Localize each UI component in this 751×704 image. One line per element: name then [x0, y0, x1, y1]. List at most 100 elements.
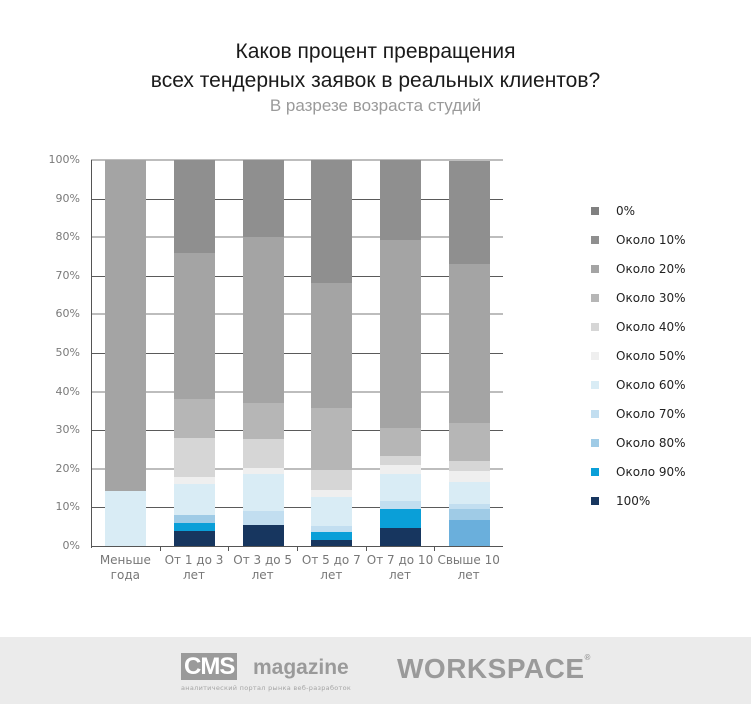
gridline	[91, 430, 503, 432]
gridline	[91, 275, 503, 277]
x-tick-mark	[434, 546, 436, 551]
footer-bar	[0, 637, 751, 704]
x-tick-label-line: Меньше	[99, 553, 151, 567]
chart-subtitle: В разрезе возраста студий	[269, 96, 482, 115]
bar-segment	[380, 508, 421, 528]
bar-segment	[242, 160, 284, 238]
legend-item: Около 70%	[591, 399, 686, 428]
y-tick-label: 10%	[55, 500, 80, 514]
bar-segment	[105, 160, 147, 491]
legend-item: Около 90%	[591, 457, 686, 486]
bar-segment	[311, 490, 353, 497]
bar-segment	[380, 473, 421, 501]
legend-swatch-icon	[591, 293, 599, 302]
bar-4	[380, 160, 421, 546]
bar-segment	[174, 252, 215, 400]
bar-segment	[174, 515, 215, 524]
gridline	[91, 198, 503, 200]
workspace-logo: WORKSPACE®	[397, 653, 591, 685]
bar-segment	[242, 468, 284, 475]
bar-segment	[380, 464, 421, 474]
legend-label: Около 30%	[616, 290, 686, 305]
y-tick-label: 70%	[55, 268, 80, 282]
x-tick-label-line: Свыше 10	[437, 553, 500, 567]
legend-label: Около 90%	[616, 464, 686, 479]
legend-label: 100%	[616, 493, 651, 508]
legend-swatch-icon	[591, 496, 599, 505]
legend-swatch-icon	[591, 380, 599, 389]
bar-segment	[242, 403, 284, 440]
bar-segment	[448, 471, 490, 482]
x-tick-label-line: лет	[388, 568, 412, 582]
bar-segment	[448, 264, 490, 424]
gridline	[91, 507, 503, 509]
legend-item: 100%	[591, 486, 686, 515]
bar-segment	[242, 237, 284, 404]
bar-segment	[311, 496, 353, 526]
bar-segment	[311, 283, 353, 408]
gridline	[91, 353, 503, 354]
x-tick-label: Меньше года	[85, 553, 165, 583]
x-tick-mark	[159, 546, 161, 551]
x-tick-label-line: От 3 до 5	[233, 553, 293, 567]
bar-segment	[174, 160, 215, 253]
bar-segment	[311, 407, 353, 470]
gridline	[91, 313, 503, 316]
x-tick-label-line: лет	[320, 568, 343, 582]
bar-segment	[448, 503, 490, 509]
gridline	[91, 390, 503, 393]
x-tick-label-line: лет	[182, 568, 206, 582]
gridline	[91, 236, 503, 239]
bar-segment	[105, 490, 147, 546]
bar-segment	[448, 461, 490, 472]
legend-item: Около 60%	[591, 370, 686, 399]
bar-segment	[174, 484, 215, 516]
legend-label: Около 70%	[616, 406, 686, 421]
legend-label: 0%	[616, 203, 636, 218]
legend-swatch-icon	[591, 351, 599, 360]
legend-swatch-icon	[591, 206, 599, 215]
cms-magazine-logo-text: magazine	[253, 656, 349, 679]
bar-segment	[311, 525, 353, 532]
legend-label: Около 40%	[616, 319, 686, 334]
legend-swatch-icon	[591, 467, 599, 476]
x-tick-label: От 1 до 3 лет	[154, 553, 234, 583]
x-tick-label: От 5 до 7 лет	[291, 553, 371, 583]
x-tick-label-line: лет	[251, 568, 274, 582]
legend-item: 0%	[591, 196, 686, 225]
legend-item: Около 30%	[591, 283, 686, 312]
bar-segment	[448, 481, 490, 504]
bar-segment	[174, 437, 215, 477]
chart-title-line2: всех тендерных заявок в реальных клиенто…	[150, 69, 601, 92]
bar-segment	[380, 239, 421, 428]
bar-segment	[242, 439, 284, 469]
cms-magazine-logo: CMS	[181, 653, 238, 680]
bar-0	[105, 160, 147, 546]
bar-segment	[448, 160, 490, 265]
bar-segment	[174, 523, 215, 532]
x-tick-label-line: От 7 до 10	[366, 553, 434, 567]
bar-2	[242, 160, 284, 546]
bar-segment	[380, 456, 421, 465]
y-tick-label: 90%	[55, 191, 80, 205]
bar-segment	[242, 474, 284, 512]
x-tick-label: От 7 до 10 лет	[360, 553, 440, 583]
legend-swatch-icon	[591, 409, 599, 418]
legend-label: Около 50%	[616, 348, 686, 363]
legend-item: Около 40%	[591, 312, 686, 341]
legend-swatch-icon	[591, 235, 599, 244]
legend-label: Около 10%	[616, 232, 686, 247]
bar-1	[174, 160, 215, 546]
bar-segment	[380, 527, 421, 546]
y-tick-label: 0%	[62, 539, 80, 552]
y-tick-label: 50%	[55, 346, 80, 359]
x-tick-mark	[297, 546, 298, 551]
x-tick-mark	[228, 546, 230, 551]
bar-segment	[380, 500, 421, 509]
bar-segment	[311, 469, 353, 491]
y-tick-label: 20%	[55, 461, 80, 475]
cms-magazine-tagline: аналитический портал рынка веб-разработо…	[181, 684, 352, 692]
y-tick-label: 80%	[55, 230, 80, 244]
x-tick-label-line: лет	[457, 568, 480, 582]
y-tick-label: 100%	[48, 153, 80, 166]
